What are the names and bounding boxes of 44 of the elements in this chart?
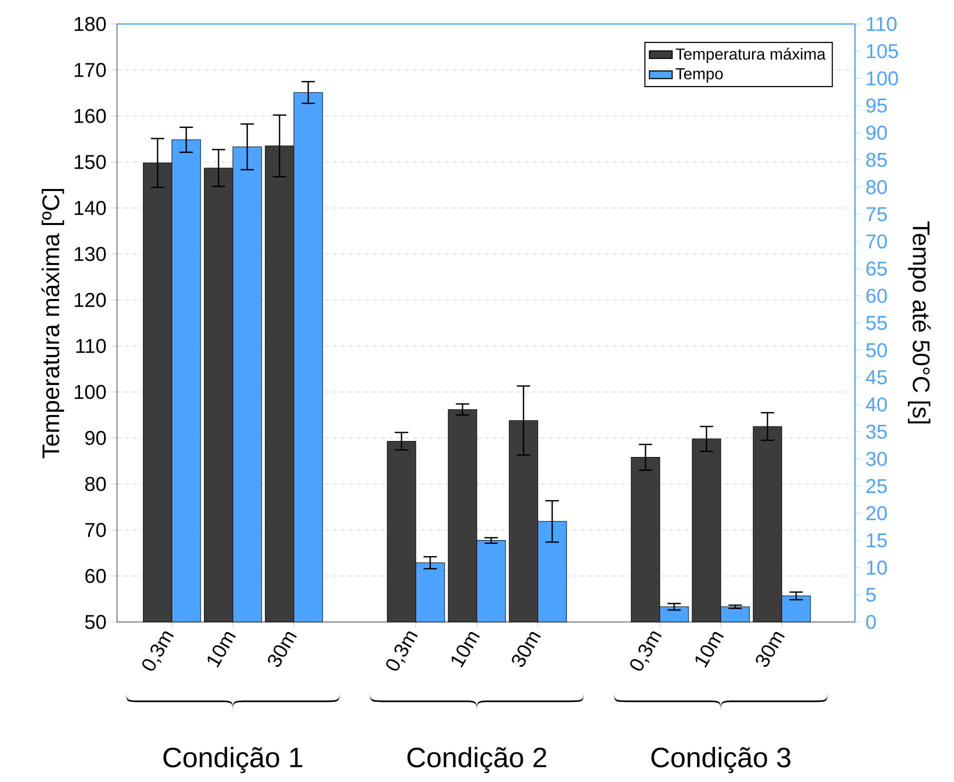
y2-tick-label: 85 xyxy=(866,152,887,167)
y-tick-label: 160 xyxy=(74,108,106,124)
y-tick-label: 80 xyxy=(85,476,106,492)
y2-tick-label: 80 xyxy=(866,180,887,194)
text: Condição 2 xyxy=(407,746,546,774)
text: Condição 3 xyxy=(651,746,790,774)
y-tick-label: 60 xyxy=(85,568,106,584)
y2-tick-label: 35 xyxy=(866,424,887,439)
y2-tick-label: 30 xyxy=(866,452,887,466)
legend-label: Temperatura máxima xyxy=(676,48,826,63)
y2-tick-label: 55 xyxy=(866,316,887,330)
y2-tick-label: 70 xyxy=(866,234,887,249)
y2-tick-label: 50 xyxy=(866,343,887,358)
y2-tick-label: 110 xyxy=(866,16,896,32)
y-tick-label: 110 xyxy=(76,338,106,354)
y2-tick-label: 25 xyxy=(866,478,887,494)
y-tick-label: 100 xyxy=(74,384,106,400)
y2-tick-label: 20 xyxy=(866,506,887,520)
y-tick-label: 90 xyxy=(85,430,106,446)
y2-tick-label: 60 xyxy=(866,288,887,303)
y2-tick-label: 0 xyxy=(866,614,876,630)
y2-tick-label: 5 xyxy=(866,588,876,602)
y-tick-label: 170 xyxy=(74,62,106,78)
y2-tick-label: 105 xyxy=(866,44,898,58)
text: Condição 1 xyxy=(163,746,302,774)
y-tick-label: 150 xyxy=(74,154,106,170)
y2-tick-label: 90 xyxy=(866,126,887,140)
y2-tick-label: 95 xyxy=(866,98,887,113)
y-tick-label: 130 xyxy=(74,246,106,262)
y-tick-label: 70 xyxy=(85,522,106,538)
y2-tick-label: 45 xyxy=(866,370,887,384)
y2-axis-title: Tempo até 50°C [s] xyxy=(908,221,931,424)
y2-tick-label: 10 xyxy=(866,560,887,575)
y-tick-label: 180 xyxy=(74,16,106,32)
y-axis-title: Temperatura máxima [ºC] xyxy=(41,189,64,458)
legend-label: Tempo xyxy=(676,68,723,83)
y2-tick-label: 40 xyxy=(866,397,887,412)
y-tick-label: 120 xyxy=(74,292,106,308)
y2-tick-label: 65 xyxy=(866,262,887,276)
y-tick-label: 50 xyxy=(85,614,106,630)
y2-tick-label: 100 xyxy=(866,71,898,86)
y-tick-label: 140 xyxy=(74,200,106,216)
y2-tick-label: 75 xyxy=(866,207,887,222)
y2-tick-label: 15 xyxy=(866,533,887,548)
